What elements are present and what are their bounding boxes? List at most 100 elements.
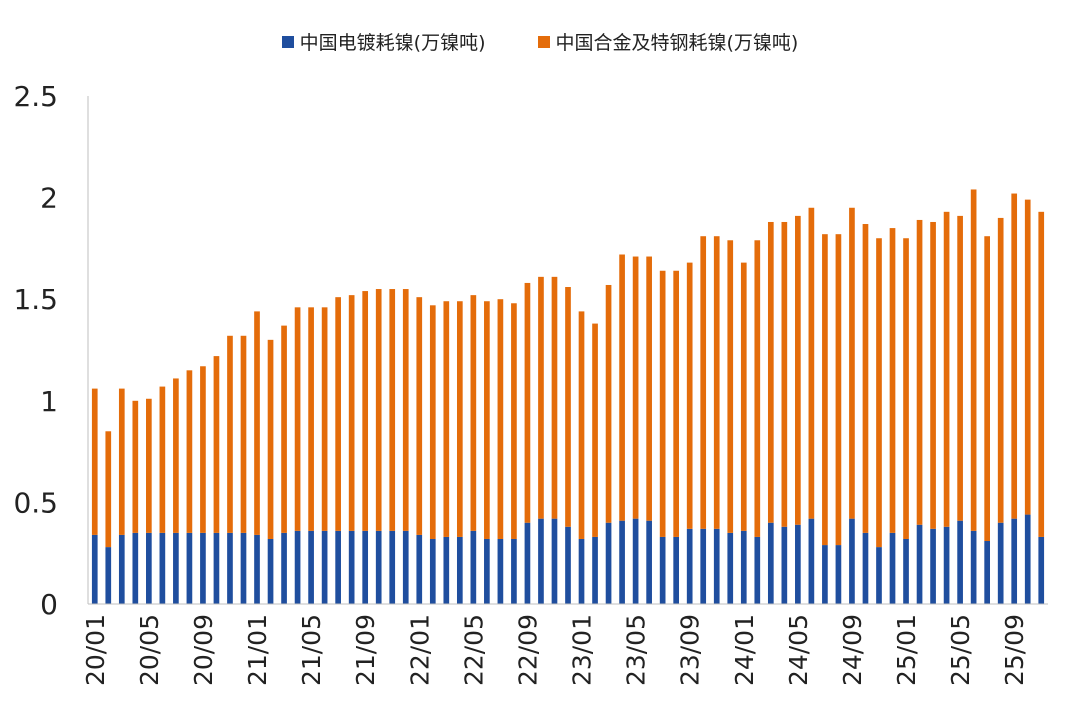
bar-alloy-special-steel bbox=[713, 236, 720, 529]
bar-electroplating bbox=[740, 530, 747, 604]
bar-alloy-special-steel bbox=[511, 303, 517, 539]
x-tick-label: 22/05 bbox=[459, 614, 488, 686]
bar-electroplating bbox=[132, 532, 139, 604]
bar-alloy-special-steel bbox=[470, 295, 477, 531]
bar-alloy-special-steel bbox=[227, 335, 233, 533]
x-tick-label: 23/05 bbox=[622, 614, 651, 686]
bar-electroplating bbox=[200, 532, 206, 604]
bar-electroplating bbox=[227, 532, 233, 604]
bar-electroplating bbox=[267, 538, 274, 604]
bar-electroplating bbox=[632, 518, 639, 604]
bar-electroplating bbox=[970, 530, 977, 604]
legend: 中国电镀耗镍(万镍吨) 中国合金及特钢耗镍(万镍吨) bbox=[0, 28, 1080, 55]
bar-electroplating bbox=[551, 518, 558, 604]
bar-alloy-special-steel bbox=[484, 301, 490, 539]
y-tick-label: 1.5 bbox=[13, 283, 58, 316]
bar-alloy-special-steel bbox=[659, 270, 666, 537]
bar-alloy-special-steel bbox=[754, 240, 761, 537]
bar-electroplating bbox=[713, 528, 720, 604]
bar-alloy-special-steel bbox=[889, 228, 896, 533]
bar-electroplating bbox=[903, 538, 909, 604]
bar-alloy-special-steel bbox=[186, 370, 193, 533]
bar-electroplating bbox=[727, 532, 734, 604]
x-tick-label: 24/01 bbox=[730, 614, 759, 686]
bar-electroplating bbox=[781, 526, 788, 604]
bar-alloy-special-steel bbox=[592, 323, 598, 537]
bar-alloy-special-steel bbox=[903, 238, 909, 539]
legend-item-electroplating: 中国电镀耗镍(万镍吨) bbox=[281, 28, 486, 55]
bar-alloy-special-steel bbox=[849, 207, 855, 519]
bar-alloy-special-steel bbox=[984, 236, 990, 542]
bar-electroplating bbox=[1024, 514, 1031, 604]
bar-electroplating bbox=[443, 536, 450, 604]
x-tick-label: 25/09 bbox=[1000, 614, 1029, 686]
bar-alloy-special-steel bbox=[1024, 199, 1031, 515]
bar-electroplating bbox=[835, 545, 842, 604]
bar-electroplating bbox=[213, 532, 220, 604]
bar-electroplating bbox=[470, 530, 477, 604]
bar-alloy-special-steel bbox=[970, 189, 977, 531]
x-tick-label: 20/01 bbox=[81, 614, 110, 686]
bar-electroplating bbox=[294, 530, 301, 604]
bar-electroplating bbox=[402, 530, 409, 604]
bar-alloy-special-steel bbox=[281, 325, 287, 533]
y-tick-label: 2.5 bbox=[13, 80, 58, 113]
bar-electroplating bbox=[538, 518, 544, 604]
bar-alloy-special-steel bbox=[767, 221, 774, 523]
legend-swatch-electroplating bbox=[281, 35, 294, 48]
x-tick-label: 21/09 bbox=[351, 614, 380, 686]
bar-alloy-special-steel bbox=[822, 234, 828, 546]
bar-electroplating bbox=[997, 522, 1004, 604]
bar-electroplating bbox=[565, 526, 571, 604]
bar-electroplating bbox=[254, 534, 260, 604]
bar-electroplating bbox=[916, 524, 923, 604]
bar-alloy-special-steel bbox=[808, 207, 815, 519]
bar-alloy-special-steel bbox=[146, 398, 152, 533]
bar-electroplating bbox=[822, 545, 828, 604]
bar-alloy-special-steel bbox=[308, 307, 314, 531]
bar-electroplating bbox=[619, 520, 625, 604]
bar-electroplating bbox=[673, 536, 680, 604]
bar-electroplating bbox=[375, 530, 382, 604]
bar-electroplating bbox=[889, 532, 896, 604]
bar-alloy-special-steel bbox=[429, 305, 436, 539]
bar-alloy-special-steel bbox=[795, 215, 801, 525]
bar-alloy-special-steel bbox=[254, 311, 260, 535]
bar-electroplating bbox=[943, 526, 950, 604]
bar-alloy-special-steel bbox=[700, 236, 707, 529]
bar-electroplating bbox=[240, 532, 247, 604]
bar-alloy-special-steel bbox=[997, 217, 1004, 523]
y-tick-label: 1 bbox=[40, 385, 58, 418]
bar-alloy-special-steel bbox=[673, 270, 680, 537]
y-axis: 0 0.5 1 1.5 2 2.5 bbox=[13, 80, 89, 621]
bar-alloy-special-steel bbox=[646, 256, 652, 521]
bar-electroplating bbox=[173, 532, 179, 604]
bar-alloy-special-steel bbox=[876, 238, 882, 548]
bar-electroplating bbox=[1011, 518, 1018, 604]
bar-alloy-special-steel bbox=[578, 311, 585, 539]
x-tick-label: 23/09 bbox=[676, 614, 705, 686]
bar-electroplating bbox=[456, 536, 463, 604]
bar-alloy-special-steel bbox=[538, 276, 544, 519]
bar-electroplating bbox=[1038, 536, 1045, 604]
bar-electroplating bbox=[118, 534, 125, 604]
legend-item-alloy-special-steel: 中国合金及特钢耗镍(万镍吨) bbox=[537, 28, 798, 55]
bar-alloy-special-steel bbox=[1011, 193, 1018, 519]
legend-swatch-alloy-special-steel bbox=[537, 35, 550, 48]
bar-electroplating bbox=[686, 528, 693, 604]
bar-electroplating bbox=[389, 530, 396, 604]
x-tick-label: 22/09 bbox=[513, 614, 542, 686]
bar-alloy-special-steel bbox=[727, 240, 734, 533]
bar-electroplating bbox=[335, 530, 341, 604]
bar-alloy-special-steel bbox=[105, 431, 112, 548]
bar-alloy-special-steel bbox=[132, 400, 139, 533]
bar-electroplating bbox=[484, 538, 490, 604]
x-tick-label: 25/01 bbox=[892, 614, 921, 686]
bar-electroplating bbox=[497, 538, 504, 604]
bar-alloy-special-steel bbox=[118, 388, 125, 535]
bar-electroplating bbox=[862, 532, 869, 604]
bar-alloy-special-steel bbox=[835, 234, 842, 546]
bar-alloy-special-steel bbox=[375, 289, 382, 531]
x-tick-label: 24/09 bbox=[838, 614, 867, 686]
